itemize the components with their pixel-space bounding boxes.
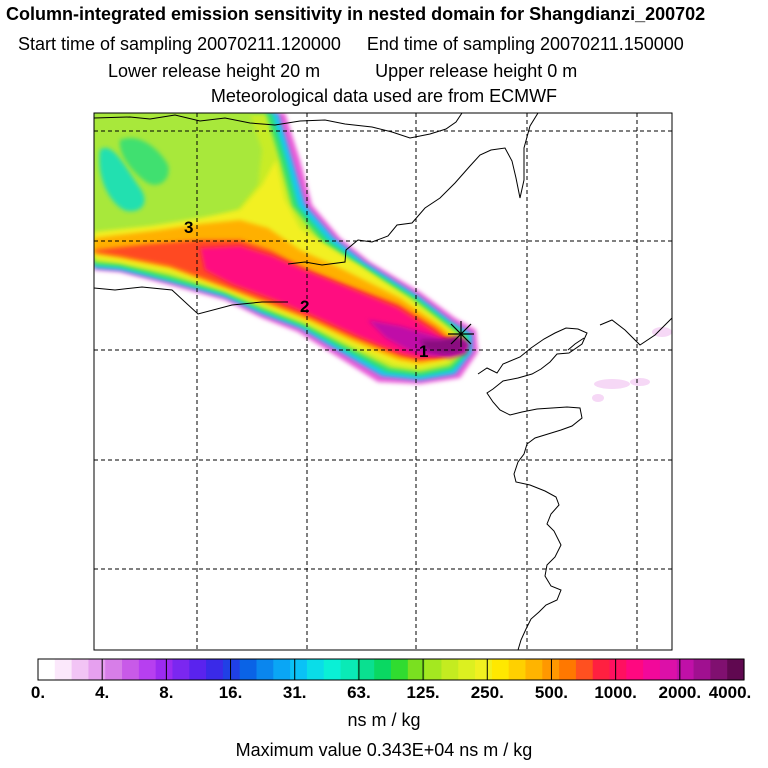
colorbar-swatch [290,659,308,680]
colorbar-swatch [71,659,90,680]
colorbar-swatch [155,659,174,680]
upper-release-label: Upper release height 0 m [375,61,578,81]
colorbar-tick-label: 16. [218,683,243,702]
colorbar-swatch [727,659,745,680]
colorbar-swatch [391,659,409,680]
sampling-time-line: Start time of sampling 20070211.120000 En… [18,34,768,54]
colorbar-swatch [693,659,711,680]
start-time-label: Start time of sampling 20070211.120000 [18,34,341,54]
faint-speck [594,379,630,389]
colorbar-swatch [659,659,678,680]
colorbar-swatch [559,659,577,680]
colorbar-units: ns m / kg [347,710,421,730]
colorbar-swatch [458,659,476,680]
trajectory-marker-1: 1 [419,342,428,361]
colorbar-swatch [306,659,325,680]
colorbar-tick-label: 8. [159,683,174,702]
colorbar-swatch [172,659,190,680]
trajectory-marker-3: 3 [184,218,193,237]
colorbar-swatch [525,659,543,680]
colorbar-swatch [374,659,392,680]
colorbar-swatch [424,659,443,680]
colorbar-swatch [626,659,644,680]
colorbar [37,659,745,680]
colorbar-frame [37,658,745,681]
faint-speck [652,327,672,337]
colorbar-swatch [222,659,241,680]
map-coastlines [94,113,672,650]
colorbar-swatch [643,659,661,680]
faint-speck [630,378,650,386]
colorbar-tick-label: 0. [30,683,46,702]
colorbar-swatch [491,659,510,680]
map-gridlines [94,113,672,650]
colorbar-swatch [206,659,224,680]
colorbar-swatch [138,659,157,680]
end-time-label: End time of sampling 20070211.150000 [366,34,684,54]
colorbar-swatch [475,659,493,680]
map-title: Column-integrated emission sensitivity i… [6,4,706,24]
colorbar-swatch [609,659,627,680]
colorbar-tick-label: 31. [282,683,307,702]
colorbar-swatch [441,659,459,680]
colorbar-swatch [54,659,73,680]
colorbar-swatch [508,659,527,680]
plume-blob-teal [99,147,145,212]
trajectory-marker-2: 2 [300,297,309,316]
colorbar-tick-label: 63. [347,683,371,702]
colorbar-tick-label: 500. [534,683,568,702]
colorbar-swatch [256,659,274,680]
colorbar-swatch [340,659,358,680]
colorbar-tick-label: 250. [470,683,504,702]
colorbar-swatch [407,659,426,680]
colorbar-swatch [710,659,728,680]
colorbar-swatch [592,659,611,680]
colorbar-swatch [122,659,140,680]
map-frame [93,112,673,651]
colorbar-tick-label: 2000. [658,683,702,702]
colorbar-tick-label: 1000. [594,683,637,702]
plume-blob-green [119,138,169,185]
faint-speck [592,394,604,402]
colorbar-swatch [239,659,258,680]
colorbar-swatch [88,659,106,680]
receptor-marker [448,321,474,347]
colorbar-swatch [189,659,207,680]
max-value-label: Maximum value 0.343E+04 ns m / kg [235,740,533,760]
plume-field [94,113,672,650]
colorbar-tick-label: 125. [406,683,440,702]
release-height-line: Lower release height 20 m Upper release h… [108,61,768,81]
colorbar-swatch [575,659,594,680]
colorbar-swatch [38,659,56,680]
colorbar-swatch [273,659,291,680]
colorbar-tick-label: 4. [95,683,110,702]
colorbar-swatch [357,659,375,680]
colorbar-tick-label: 4000. [708,683,752,702]
lower-release-label: Lower release height 20 m [108,61,321,81]
colorbar-swatch [676,659,695,680]
met-data-label: Meteorological data used are from ECMWF [210,86,558,106]
colorbar-swatch [323,659,342,680]
colorbar-swatch [105,659,123,680]
